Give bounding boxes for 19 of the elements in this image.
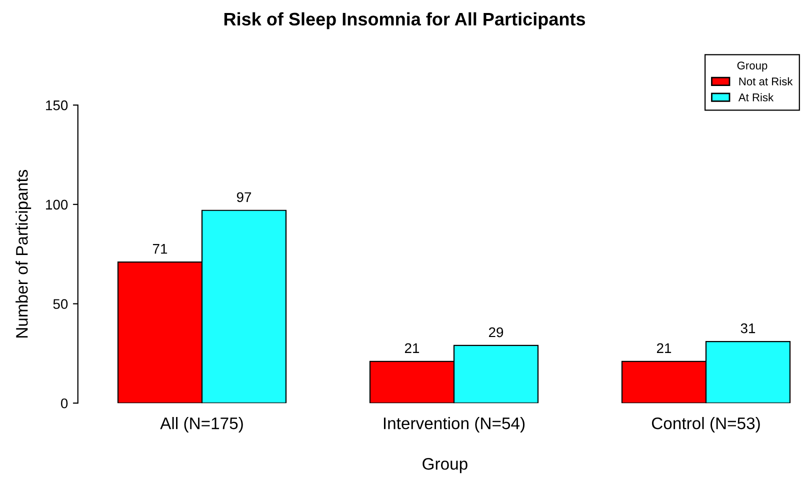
y-tick-label: 50: [53, 299, 68, 309]
data-label: 29: [488, 327, 504, 338]
x-tick-label: All (N=175): [160, 417, 243, 433]
x-tick-label: Control (N=53): [652, 417, 760, 433]
data-label: 21: [656, 343, 672, 353]
data-label: 71: [152, 244, 168, 254]
legend-label: Not at Risk: [739, 77, 793, 86]
y-axis-title: Number of Participants: [16, 170, 32, 338]
legend-label: At Risk: [738, 93, 774, 102]
y-tick-label: 0: [60, 398, 68, 408]
chart-title: Risk of Sleep Insomnia for All Participants: [224, 12, 586, 30]
y-tick-label: 150: [46, 100, 68, 110]
legend-title: Group: [737, 62, 768, 72]
x-tick-label: Intervention (N=54): [384, 417, 525, 433]
y-tick-label: 100: [46, 200, 68, 210]
data-label: 21: [404, 343, 420, 353]
x-axis-title: Group: [422, 458, 468, 474]
data-label: 97: [236, 192, 252, 202]
data-label: 31: [740, 323, 756, 334]
